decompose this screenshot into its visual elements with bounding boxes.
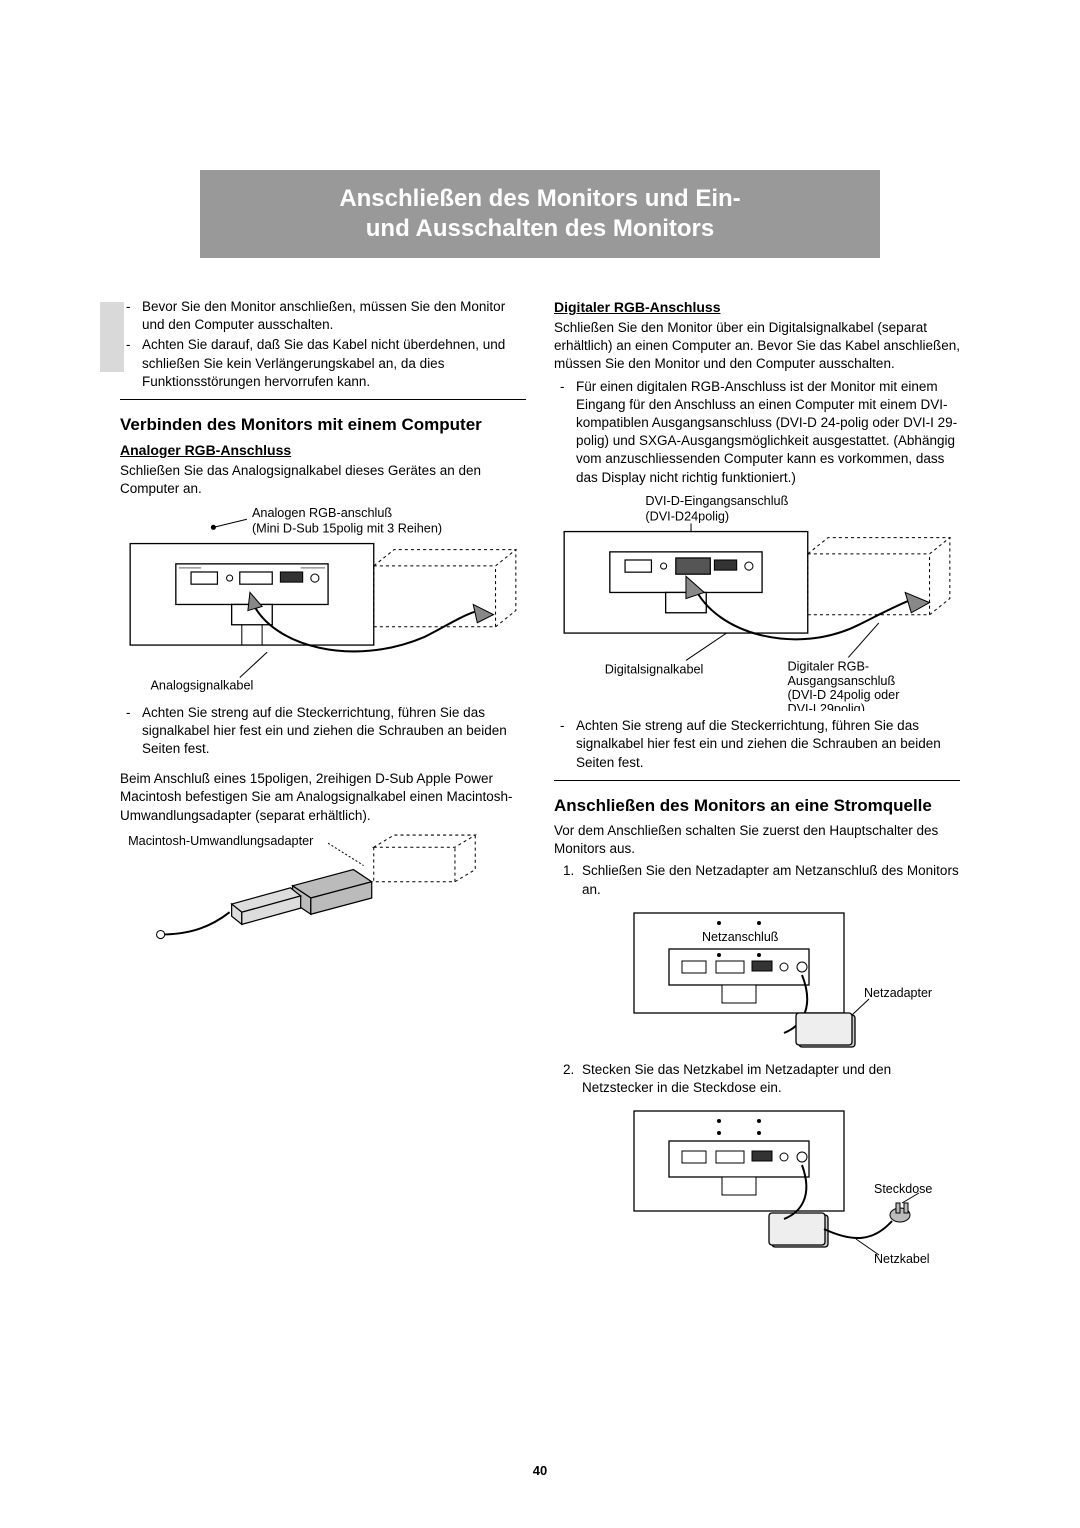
intro-bullet: Bevor Sie den Monitor anschließen, müsse… (142, 298, 526, 334)
svg-text:(DVI-D24polig): (DVI-D24polig) (645, 509, 729, 523)
side-tab (100, 302, 124, 372)
body-text: Beim Anschluß eines 15poligen, 2reihigen… (120, 770, 526, 825)
digital-bullet: Für einen digitalen RGB-Anschluss ist de… (576, 378, 960, 487)
mac-adapter-diagram: Macintosh-Umwandlungsadapter (120, 831, 526, 953)
title-line-1: Anschließen des Monitors und Ein- (280, 184, 800, 214)
right-column: Digitaler RGB-Anschluss Schließen Sie de… (554, 298, 960, 1274)
digital-bullets-2: Achten Sie streng auf die Steckerrichtun… (554, 717, 960, 772)
digital-bullets: Für einen digitalen RGB-Anschluss ist de… (554, 378, 960, 487)
analog-bullet: Achten Sie streng auf die Steckerrichtun… (142, 704, 526, 759)
power-step: Stecken Sie das Netzkabel im Netzadapter… (578, 1061, 960, 1097)
power-adapter-diagram: Netzanschluß Netzadapter (554, 905, 960, 1055)
svg-text:Netzkabel: Netzkabel (874, 1252, 930, 1266)
svg-text:Analogen RGB-anschluß: Analogen RGB-anschluß (252, 506, 392, 520)
power-cord-diagram: Steckdose Netzkabel (554, 1103, 960, 1268)
power-steps: Schließen Sie den Netzadapter am Netzans… (554, 862, 960, 898)
subsection-heading: Analoger RGB-Anschluss (120, 441, 526, 460)
digital-connection-diagram: DVI-D-Eingangsanschluß (DVI-D24polig) (554, 493, 960, 711)
body-text: Schließen Sie das Analogsignalkabel dies… (120, 462, 526, 498)
svg-text:DVI-I 29polig): DVI-I 29polig) (787, 702, 864, 711)
analog-bullets: Achten Sie streng auf die Steckerrichtun… (120, 704, 526, 759)
svg-text:(DVI-D 24polig oder: (DVI-D 24polig oder (787, 688, 900, 702)
svg-text:Analogsignalkabel: Analogsignalkabel (150, 678, 253, 692)
svg-text:Macintosh-Umwandlungsadapter: Macintosh-Umwandlungsadapter (128, 834, 314, 848)
divider (120, 399, 526, 400)
section-heading: Anschließen des Monitors an eine Stromqu… (554, 795, 960, 816)
subsection-heading: Digitaler RGB-Anschluss (554, 298, 960, 317)
body-text: Vor dem Anschließen schalten Sie zuerst … (554, 822, 960, 858)
svg-text:Netzadapter: Netzadapter (864, 986, 932, 1000)
body-text: Schließen Sie den Monitor über ein Digit… (554, 319, 960, 374)
svg-text:(Mini D-Sub 15polig mit 3 Reih: (Mini D-Sub 15polig mit 3 Reihen) (252, 521, 442, 535)
svg-text:Ausgangsanschluß: Ausgangsanschluß (787, 674, 895, 688)
left-column: Bevor Sie den Monitor anschließen, müsse… (120, 298, 526, 1274)
svg-text:Digitalsignalkabel: Digitalsignalkabel (605, 663, 704, 677)
svg-text:Netzanschluß: Netzanschluß (702, 930, 779, 944)
digital-bullet: Achten Sie streng auf die Steckerrichtun… (576, 717, 960, 772)
title-banner: Anschließen des Monitors und Ein- und Au… (200, 170, 880, 258)
intro-bullets: Bevor Sie den Monitor anschließen, müsse… (120, 298, 526, 391)
divider (554, 780, 960, 781)
analog-connection-diagram: Analogen RGB-anschluß (Mini D-Sub 15poli… (120, 505, 526, 698)
power-step: Schließen Sie den Netzadapter am Netzans… (578, 862, 960, 898)
intro-bullet: Achten Sie darauf, daß Sie das Kabel nic… (142, 336, 526, 391)
page-number: 40 (0, 1463, 1080, 1478)
svg-text:DVI-D-Eingangsanschluß: DVI-D-Eingangsanschluß (645, 494, 788, 508)
section-heading: Verbinden des Monitors mit einem Compute… (120, 414, 526, 435)
svg-text:Digitaler RGB-: Digitaler RGB- (787, 659, 869, 673)
svg-text:Steckdose: Steckdose (874, 1182, 932, 1196)
title-line-2: und Ausschalten des Monitors (280, 214, 800, 244)
power-steps-2: Stecken Sie das Netzkabel im Netzadapter… (554, 1061, 960, 1097)
